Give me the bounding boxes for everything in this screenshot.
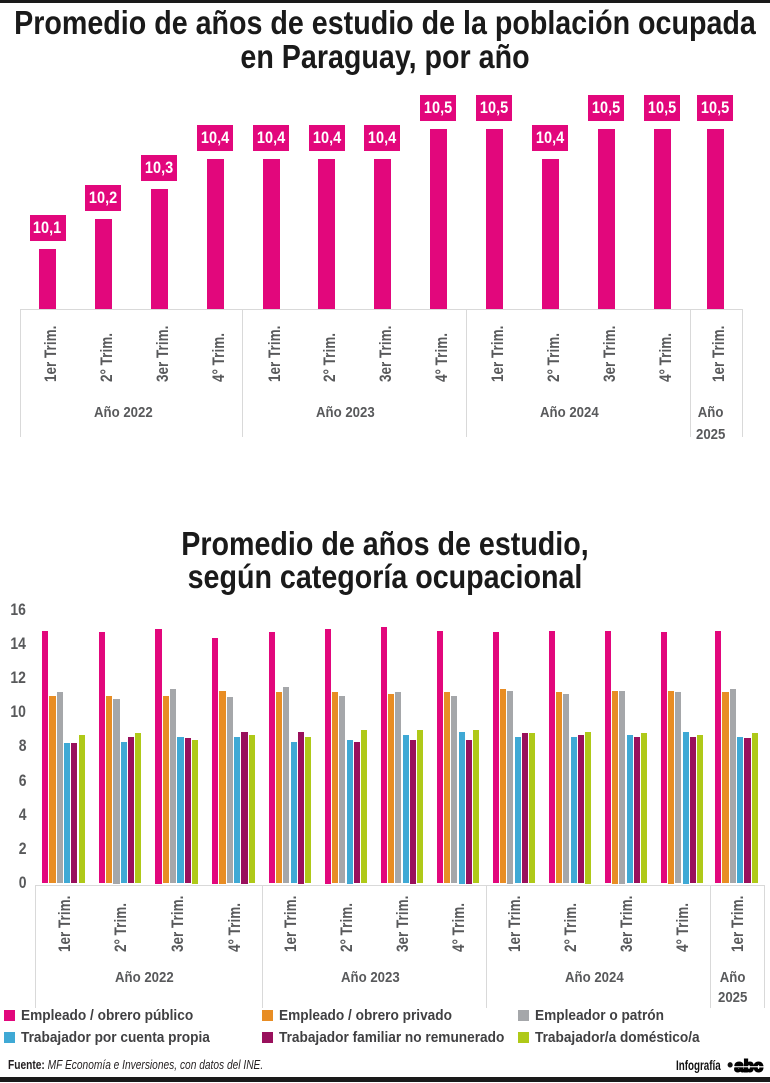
svg-text:abc: abc	[735, 1058, 764, 1073]
